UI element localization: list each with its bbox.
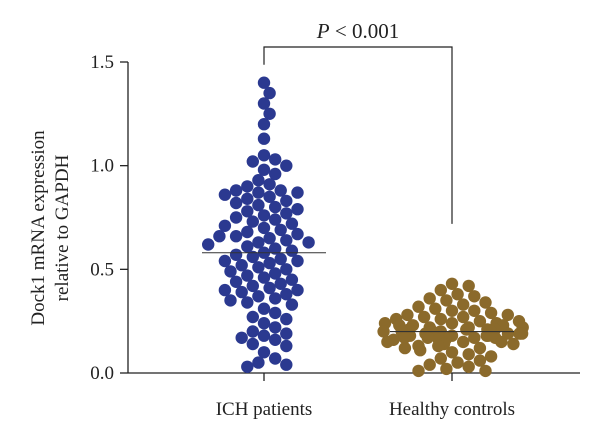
- data-point: [269, 307, 281, 319]
- data-point: [247, 311, 259, 323]
- data-point: [422, 332, 434, 344]
- data-point: [241, 296, 253, 308]
- data-point: [258, 149, 270, 161]
- y-axis-title-line-1: Dock1 mRNA expression: [28, 130, 49, 326]
- data-point: [446, 317, 458, 329]
- data-point: [252, 356, 264, 368]
- data-point: [280, 327, 292, 339]
- data-point: [269, 321, 281, 333]
- data-point: [269, 334, 281, 346]
- data-point: [241, 180, 253, 192]
- data-point: [414, 344, 426, 356]
- data-point: [241, 361, 253, 373]
- data-point: [280, 340, 292, 352]
- data-point: [247, 155, 259, 167]
- data-point: [280, 160, 292, 172]
- data-point: [241, 193, 253, 205]
- data-point: [381, 336, 393, 348]
- data-point: [258, 118, 270, 130]
- y-tick-label: 0.0: [90, 363, 114, 384]
- data-point: [269, 352, 281, 364]
- data-point: [479, 365, 491, 377]
- data-point: [291, 284, 303, 296]
- y-axis-ticks: 0.0 0.5 1.0 1.5: [90, 52, 128, 384]
- data-point: [291, 228, 303, 240]
- data-point: [457, 298, 469, 310]
- data-point: [247, 325, 259, 337]
- data-point: [269, 201, 281, 213]
- data-point: [291, 255, 303, 267]
- data-point: [435, 313, 447, 325]
- data-point: [224, 294, 236, 306]
- data-point: [485, 350, 497, 362]
- data-point: [302, 236, 314, 248]
- data-point: [252, 174, 264, 186]
- data-point: [219, 189, 231, 201]
- x-category-label: Healthy controls: [389, 399, 515, 420]
- data-point: [230, 230, 242, 242]
- x-category-label: ICH patients: [216, 399, 313, 420]
- data-point: [286, 298, 298, 310]
- data-point: [269, 153, 281, 165]
- data-point: [280, 359, 292, 371]
- data-point: [202, 238, 214, 250]
- data-point: [241, 226, 253, 238]
- data-point: [513, 327, 525, 339]
- y-tick-label: 1.0: [90, 156, 114, 177]
- p-value-symbol: P: [316, 19, 330, 43]
- data-point: [291, 186, 303, 198]
- data-point: [412, 365, 424, 377]
- data-point: [247, 338, 259, 350]
- data-point: [463, 348, 475, 360]
- dot-plot-chart: Dock1 mRNA expression relative to GAPDH …: [0, 0, 600, 443]
- data-point: [280, 313, 292, 325]
- data-point: [507, 338, 519, 350]
- data-point: [495, 336, 507, 348]
- data-point: [291, 203, 303, 215]
- data-point: [463, 361, 475, 373]
- data-point: [252, 186, 264, 198]
- data-point: [236, 332, 248, 344]
- data-point: [440, 363, 452, 375]
- data-point: [424, 359, 436, 371]
- data-point: [258, 209, 270, 221]
- data-point: [399, 342, 411, 354]
- data-point: [280, 195, 292, 207]
- data-point: [230, 197, 242, 209]
- data-point: [230, 184, 242, 196]
- data-point: [451, 356, 463, 368]
- data-point: [213, 230, 225, 242]
- data-point: [446, 305, 458, 317]
- x-axis-ticks: ICH patients Healthy controls: [216, 373, 515, 420]
- y-axis-title-line-2: relative to GAPDH: [52, 154, 73, 301]
- data-point: [269, 292, 281, 304]
- data-point: [258, 330, 270, 342]
- y-tick-label: 0.5: [90, 259, 114, 280]
- data-point: [258, 317, 270, 329]
- p-value-text: < 0.001: [330, 19, 400, 43]
- data-point: [230, 211, 242, 223]
- data-point: [258, 133, 270, 145]
- y-tick-label: 1.5: [90, 52, 114, 73]
- data-point: [474, 342, 486, 354]
- data-point: [432, 340, 444, 352]
- data-point: [457, 336, 469, 348]
- data-point: [258, 303, 270, 315]
- data-point: [468, 290, 480, 302]
- significance-bracket: [264, 47, 452, 224]
- p-value-annotation: P < 0.001: [316, 19, 399, 43]
- data-point: [252, 290, 264, 302]
- data-point: [263, 178, 275, 190]
